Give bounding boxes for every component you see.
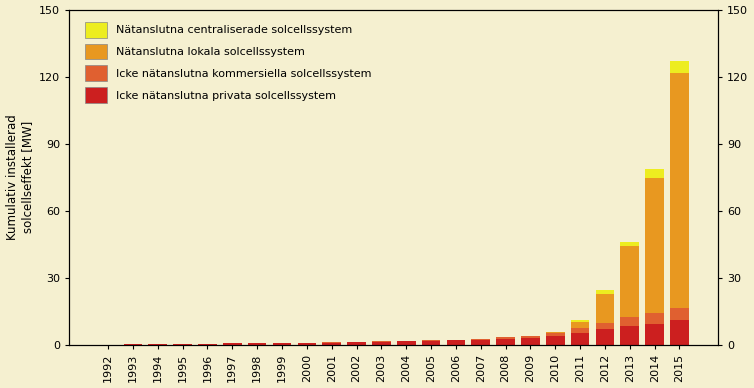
Bar <box>546 332 565 333</box>
Bar <box>446 340 465 345</box>
Bar <box>670 308 689 320</box>
Bar <box>621 317 639 326</box>
Bar <box>571 328 590 333</box>
Bar <box>521 336 540 338</box>
Bar <box>621 246 639 317</box>
Bar <box>471 339 490 340</box>
Bar <box>670 73 689 308</box>
Bar <box>571 322 590 328</box>
Bar <box>596 323 615 329</box>
Bar <box>546 336 565 345</box>
Bar <box>645 313 664 324</box>
Bar <box>298 343 316 345</box>
Bar <box>645 324 664 345</box>
Bar <box>248 343 266 345</box>
Bar <box>521 338 540 345</box>
Bar <box>347 342 366 345</box>
Bar <box>596 329 615 345</box>
Bar <box>621 326 639 345</box>
Bar <box>173 344 192 345</box>
Bar <box>149 344 167 345</box>
Bar <box>471 340 490 345</box>
Bar <box>571 333 590 345</box>
Bar <box>670 320 689 345</box>
Bar <box>397 341 415 345</box>
Bar <box>496 339 515 345</box>
Bar <box>571 320 590 322</box>
Bar <box>645 178 664 313</box>
Bar <box>496 338 515 339</box>
Bar <box>596 290 615 294</box>
Bar <box>421 341 440 345</box>
Bar <box>546 333 565 336</box>
Bar <box>198 344 216 345</box>
Legend: Nätanslutna centraliserade solcellssystem, Nätanslutna lokala solcellssystem, Ic: Nätanslutna centraliserade solcellssyste… <box>81 19 375 106</box>
Bar <box>223 343 241 345</box>
Bar <box>596 294 615 323</box>
Bar <box>273 343 291 345</box>
Bar <box>621 242 639 246</box>
Bar <box>323 343 341 345</box>
Bar <box>372 342 391 345</box>
Bar <box>670 61 689 73</box>
Bar <box>645 170 664 178</box>
Bar <box>421 340 440 341</box>
Y-axis label: Kumulativ installerad
solcellseffekt [MW]: Kumulativ installerad solcellseffekt [MW… <box>5 114 34 240</box>
